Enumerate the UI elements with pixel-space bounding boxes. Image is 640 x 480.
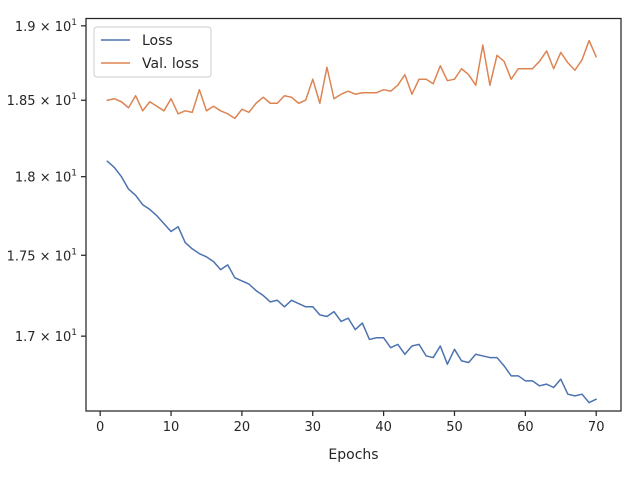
x-tick-label: 10 — [163, 420, 180, 435]
plot-frame — [85, 17, 622, 412]
series-line-val-loss — [106, 39, 597, 120]
x-tick-label: 0 — [96, 420, 104, 435]
legend-label-val-loss: Val. loss — [142, 56, 199, 72]
x-tick-label: 20 — [234, 420, 251, 435]
series-line-loss — [106, 160, 597, 404]
x-tick-label: 60 — [517, 420, 534, 435]
y-tick-label: 1.85 × 101 — [7, 92, 77, 109]
x-axis-label: Epochs — [328, 447, 378, 463]
y-axis: 1.7 × 101 1.75 × 101 1.8 × 101 1.85 × 101 1.… — [7, 18, 86, 345]
legend: Loss Val. loss — [93, 26, 212, 78]
x-axis: 0 10 20 30 40 50 60 70 — [96, 411, 604, 435]
legend-label-loss: Loss — [142, 33, 173, 49]
y-tick-label: 1.8 × 101 — [15, 169, 77, 186]
x-tick-label: 30 — [304, 420, 321, 435]
x-tick-label: 40 — [375, 420, 392, 435]
x-tick-label: 70 — [588, 420, 605, 435]
y-tick-label: 1.7 × 101 — [15, 328, 77, 345]
y-tick-label: 1.75 × 101 — [7, 247, 77, 264]
x-tick-label: 50 — [446, 420, 463, 435]
series-layer — [106, 39, 597, 404]
y-tick-label: 1.9 × 101 — [15, 18, 77, 35]
